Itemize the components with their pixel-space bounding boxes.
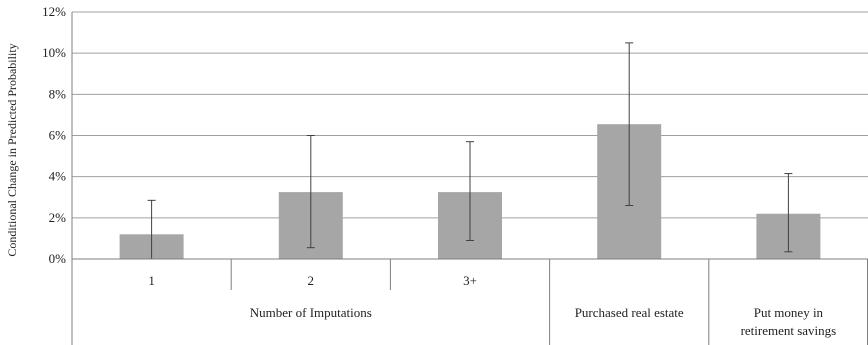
category-label: 2 <box>308 273 315 288</box>
error-bars <box>147 42 793 260</box>
y-tick-label: 6% <box>49 128 67 143</box>
error-bar <box>466 141 474 241</box>
error-bar <box>784 173 793 253</box>
group-label: Number of Imputations <box>250 305 372 320</box>
x-axis <box>71 12 868 345</box>
category-label: 3+ <box>463 273 477 288</box>
error-bar <box>306 135 315 249</box>
y-tick-label: 10% <box>42 45 66 60</box>
category-label: 1 <box>148 273 155 288</box>
error-bar <box>625 42 634 206</box>
category-label: Put money in retirement savings <box>741 305 837 338</box>
y-axis-label: Conditional Change in Predicted Probabil… <box>5 43 19 256</box>
y-tick-label: 0% <box>49 251 67 266</box>
category-label-line: retirement savings <box>741 323 837 338</box>
y-tick-label: 4% <box>49 169 67 184</box>
category-labels: 1 2 3+ Number of Imputations Purchased real … <box>148 273 836 338</box>
y-tick-labels: 0% 2% 4% 6% 8% 10% 12% <box>42 4 66 266</box>
y-tick-label: 12% <box>42 4 66 19</box>
y-tick-label: 2% <box>49 210 67 225</box>
y-tick-label: 8% <box>49 86 67 101</box>
category-label-line: Put money in <box>754 305 824 320</box>
category-label: Purchased real estate <box>575 305 684 320</box>
